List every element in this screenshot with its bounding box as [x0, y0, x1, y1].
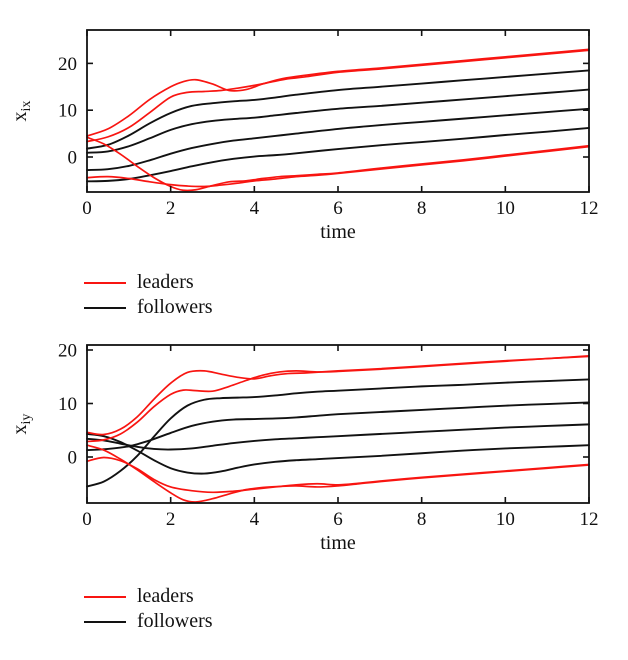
leaders-line: [86, 136, 590, 192]
x-axis-label: time: [320, 532, 356, 554]
leaders-line: [86, 355, 590, 436]
x-tick-label: 10: [496, 509, 515, 530]
followers-line-swatch: [84, 620, 126, 623]
legend-label-followers: followers: [137, 610, 213, 632]
followers-line: [86, 127, 590, 183]
y-tick-label: 10: [58, 394, 77, 415]
x-iy-plot: 0 2 4 6 8 10 12 0 10 20 time xiy: [9, 341, 599, 555]
leaders-line-swatch: [84, 281, 126, 284]
leaders-line: [86, 48, 590, 137]
x-axis-label: time: [320, 221, 356, 243]
followers-line: [86, 107, 590, 172]
x-tick-label: 12: [580, 509, 599, 530]
followers-line-swatch: [84, 306, 126, 309]
legend-item-followers: followers: [84, 295, 213, 320]
x-tick-label: 2: [166, 198, 176, 219]
x-tick-label: 0: [82, 509, 92, 530]
y-axis-label: xix: [9, 101, 34, 122]
y-tick-label: 0: [68, 448, 78, 469]
leaders-line: [86, 444, 590, 503]
y-tick-label: 20: [58, 341, 77, 362]
plot-frame: [86, 344, 590, 504]
leaders-line: [86, 145, 590, 188]
plot-frame: [86, 29, 590, 193]
y-tick-label: 0: [68, 148, 78, 169]
y-tick-label: 10: [58, 101, 77, 122]
followers-line: [86, 378, 590, 488]
x-tick-label: 4: [250, 198, 260, 219]
x-tick-label: 12: [580, 198, 599, 219]
legend-x-iy: leaders followers: [84, 584, 213, 634]
x-tick-label: 10: [496, 198, 515, 219]
leaders-line: [86, 456, 590, 494]
followers-line: [86, 69, 590, 150]
followers-line: [86, 433, 590, 475]
x-ix-plot: 0 2 4 6 8 10 12 0 10 20 time xix: [9, 29, 599, 243]
leaders-line: [86, 355, 590, 443]
legend-item-leaders: leaders: [84, 584, 213, 609]
x-tick-label: 6: [333, 198, 343, 219]
y-tick-label: 20: [58, 54, 77, 75]
x-tick-label: 2: [166, 509, 176, 530]
x-tick-label: 4: [250, 509, 260, 530]
legend-label-followers: followers: [137, 296, 213, 318]
x-tick-label: 6: [333, 509, 343, 530]
leaders-line: [86, 49, 590, 143]
followers-line: [86, 423, 590, 451]
legend-label-leaders: leaders: [137, 585, 194, 607]
x-tick-label: 8: [417, 198, 427, 219]
series-lines: [86, 48, 590, 192]
legend-item-leaders: leaders: [84, 270, 213, 295]
legend-x-ix: leaders followers: [84, 270, 213, 320]
legend-item-followers: followers: [84, 609, 213, 634]
x-tick-label: 0: [82, 198, 92, 219]
legend-label-leaders: leaders: [137, 271, 194, 293]
leaders-line-swatch: [84, 595, 126, 598]
series-lines: [86, 355, 590, 503]
followers-line: [86, 88, 590, 154]
followers-line: [86, 401, 590, 451]
x-tick-label: 8: [417, 509, 427, 530]
y-axis-label: xiy: [9, 414, 34, 435]
